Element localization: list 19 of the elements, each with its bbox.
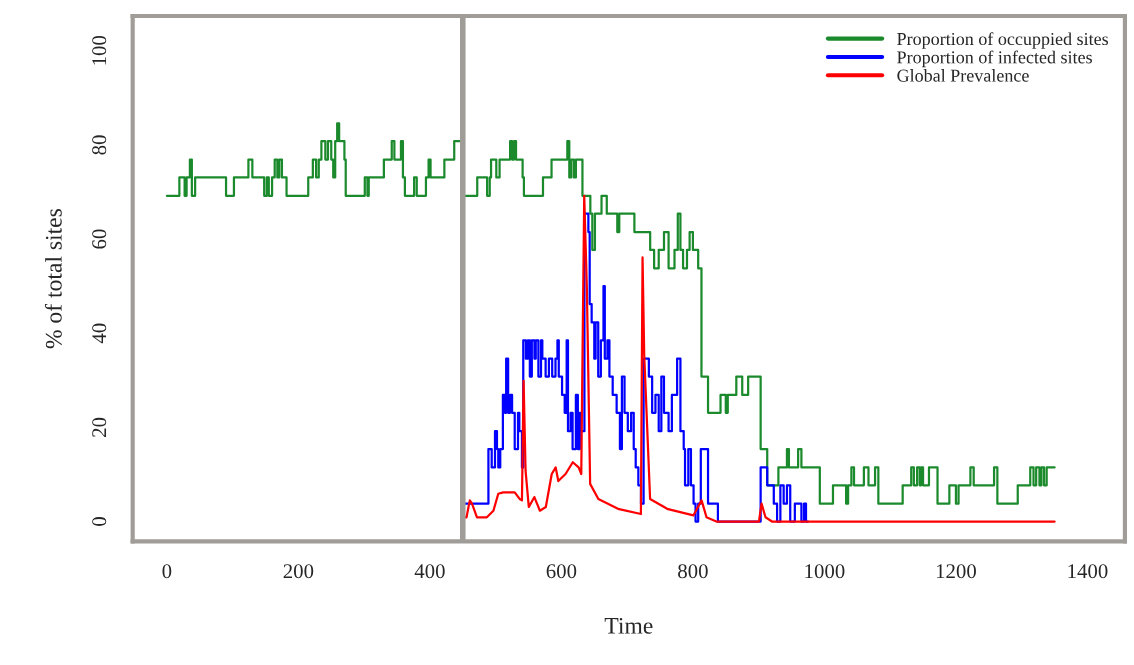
- x-axis-title: Time: [604, 617, 653, 634]
- x-tick-label: 600: [546, 564, 577, 579]
- y-tick-label: 40: [92, 323, 107, 344]
- y-tick-label: 20: [92, 417, 107, 437]
- y-tick-label: 0: [92, 517, 107, 526]
- x-tick-label: 200: [283, 564, 314, 579]
- legend-label: Proportion of occuppied sites: [897, 32, 1109, 49]
- legend-label: Global Prevalence: [897, 69, 1029, 82]
- x-tick-label: 1200: [936, 564, 976, 579]
- y-tick-label: 60: [92, 229, 107, 249]
- legend-label: Proportion of infected sites: [897, 50, 1092, 68]
- x-tick-label: 1000: [805, 564, 845, 579]
- x-tick-label: 1400: [1068, 564, 1108, 579]
- y-tick-label: 100: [92, 35, 107, 65]
- x-tick-label: 800: [678, 564, 708, 579]
- x-tick-label: 0: [162, 564, 172, 579]
- y-tick-label: 80: [92, 135, 107, 155]
- x-tick-label: 400: [414, 564, 445, 579]
- y-axis-title: % of total sites: [44, 209, 62, 349]
